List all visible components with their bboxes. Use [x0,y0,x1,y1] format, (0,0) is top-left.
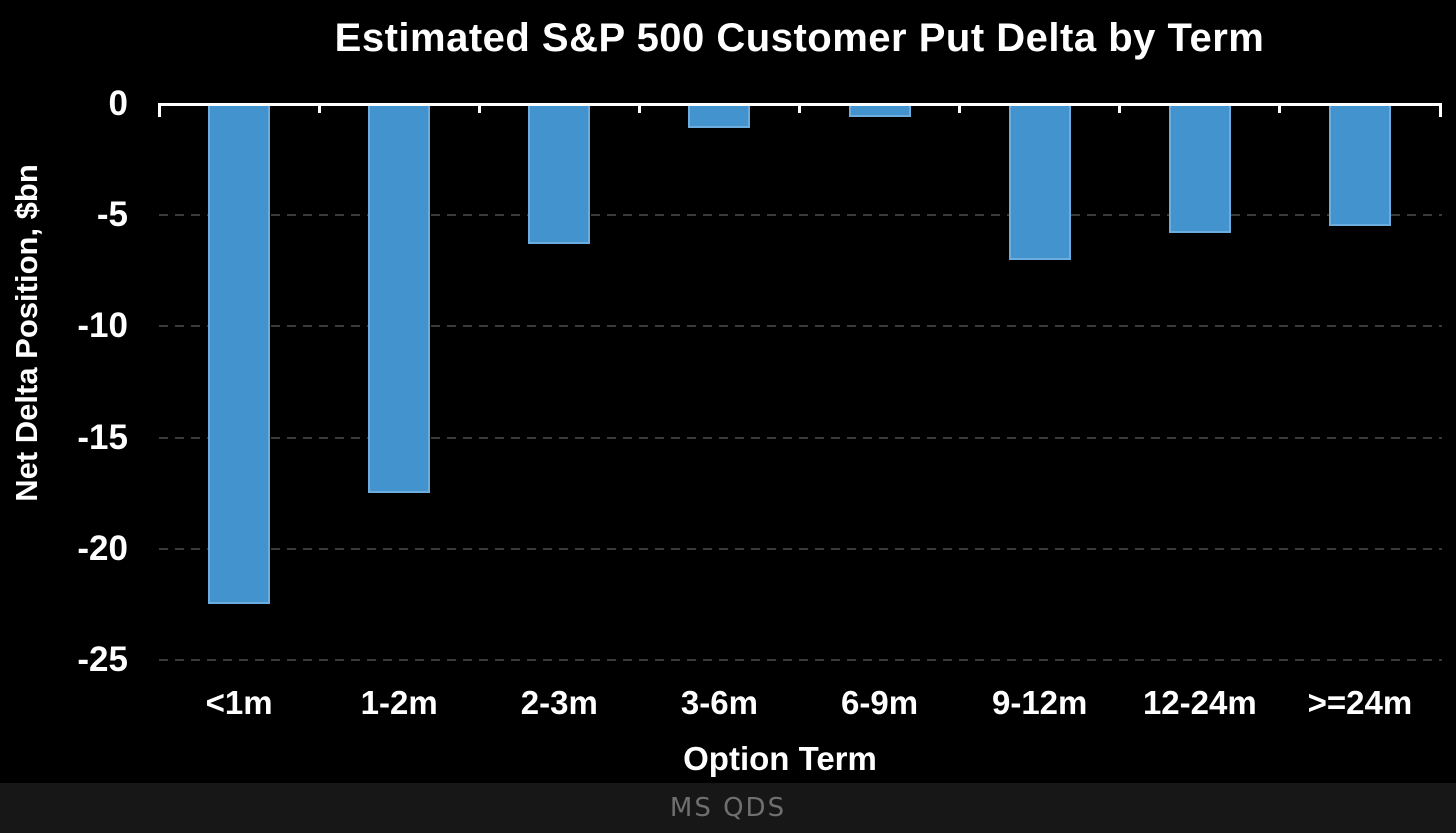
y-gridline [159,547,1442,550]
x-tick-label: 6-9m [841,684,919,721]
axis-tick-mark [637,102,641,113]
y-gridline [159,436,1442,439]
axis-tick-mark [157,102,161,117]
x-tick-label: 3-6m [680,684,758,721]
footer-source-text: MS QDS [669,793,787,823]
y-tick-label: -5 [96,195,128,235]
y-gridline [159,214,1442,217]
axis-tick-mark [1438,102,1442,117]
bar-1-2m [368,104,431,494]
x-tick-label: 12-24m [1142,684,1257,721]
x-tick-label: 9-12m [991,684,1088,721]
y-tick-label: 0 [108,84,128,123]
x-tick-label: 2-3m [520,684,598,721]
y-tick-label: -10 [77,306,128,346]
bar-3-6m [688,104,751,129]
bar-12-24m [1168,104,1231,233]
bar-<1m [208,104,271,605]
x-tick-label: >=24m [1307,684,1413,721]
bar-6-9m [848,104,911,118]
y-tick-label: -20 [77,528,128,568]
axis-tick-mark [1278,102,1282,113]
axis-tick-mark [477,102,481,113]
x-tick-label: <1m [205,684,273,721]
bar->=24m [1328,104,1391,227]
axis-tick-mark [1118,102,1122,113]
x-axis-label: Option Term [683,740,877,777]
chart-title: Estimated S&P 500 Customer Put Delta by … [334,16,1265,60]
x-tick-label: 1-2m [360,684,438,721]
y-gridline [159,659,1442,661]
axis-tick-mark [958,102,962,113]
y-tick-label: -15 [77,417,128,457]
bar-9-12m [1008,104,1071,260]
axis-tick-mark [798,102,801,113]
axis-tick-mark [317,102,321,113]
y-tick-label: -25 [77,640,128,679]
footer-bar: MS QDS [0,783,1456,833]
y-gridline [159,325,1442,328]
bar-2-3m [528,104,591,245]
